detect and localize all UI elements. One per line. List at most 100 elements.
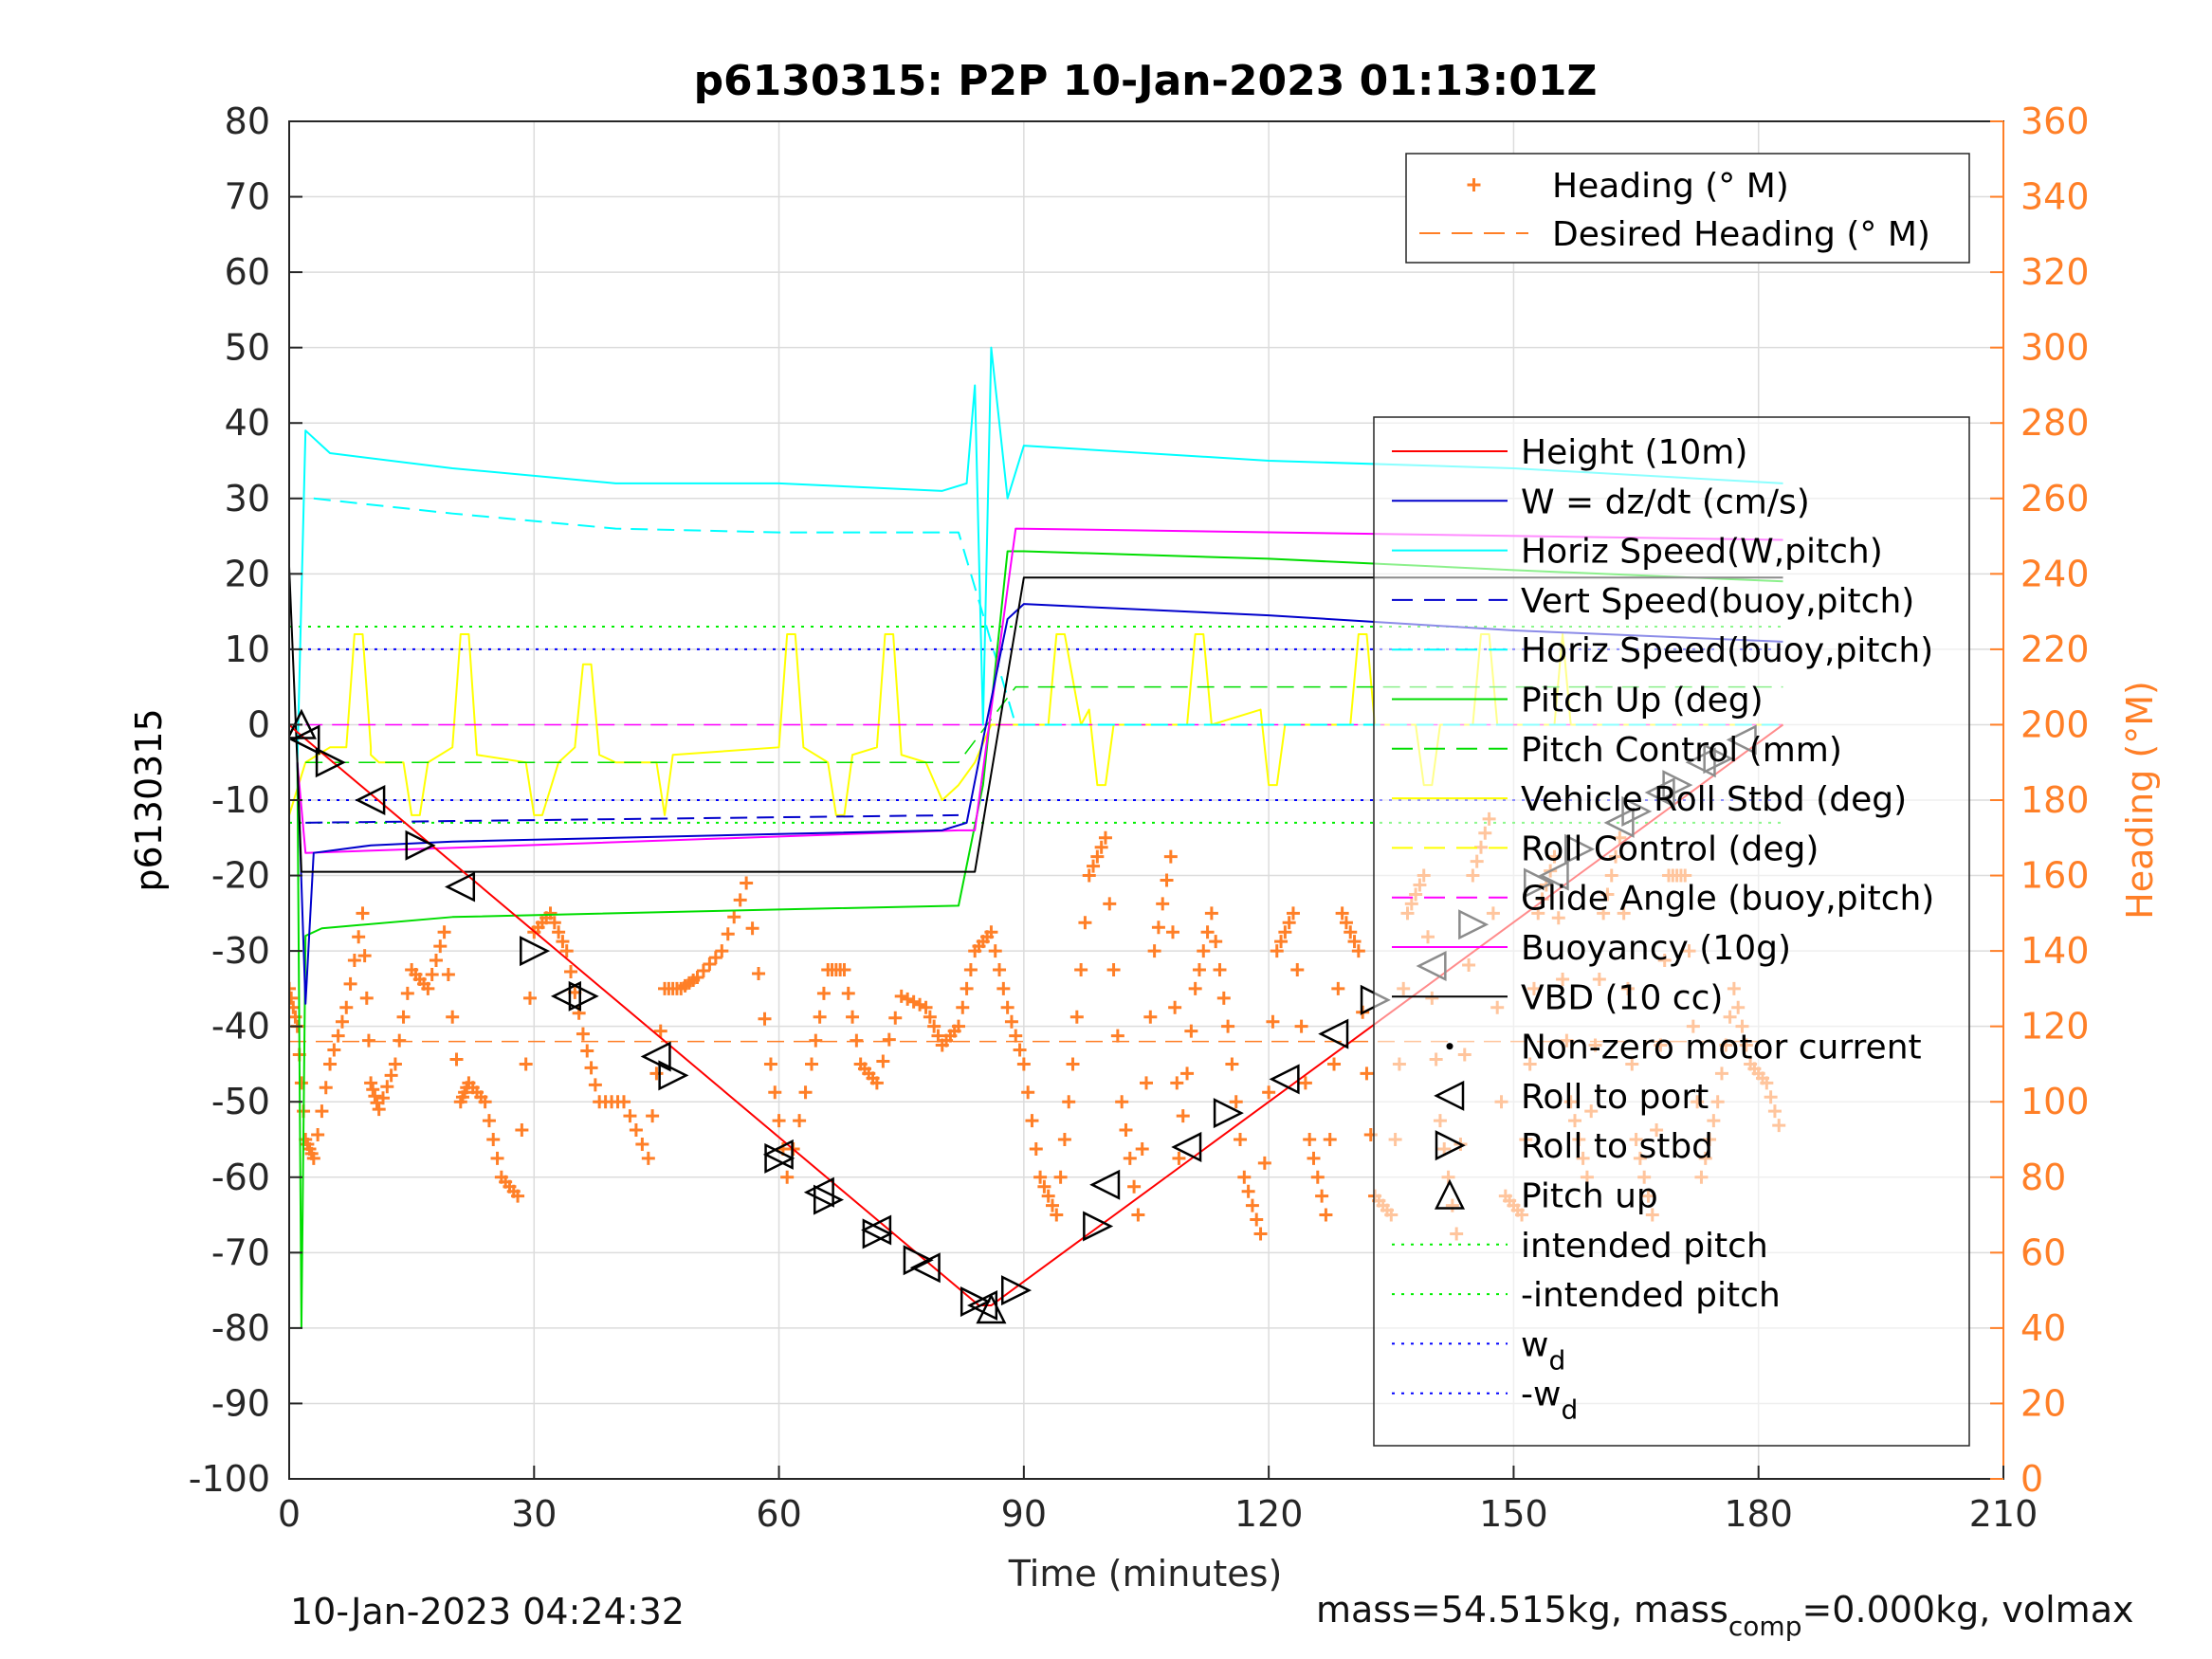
y-tick-label: -30 [211,930,270,972]
y-tick-label: 80 [225,100,270,142]
roll-to-port-marker [355,784,386,816]
y-axis-label: p6130315 [128,708,170,891]
roll-to-stbd-marker [315,747,346,778]
legend-plus-sample [1467,178,1481,191]
roll-to-port-marker [550,980,581,1012]
legend-heading: Heading (° M) Desired Heading (° M) [1405,153,1970,264]
y-tick-label: -40 [211,1006,270,1048]
footer-mass-suffix: =0.000kg, volmax [1801,1589,2134,1631]
legend-heading-box [1405,153,1970,264]
legend-label-subscript: d [1561,1395,1578,1426]
y-tick-label: 40 [225,402,270,444]
y-tick-label: -50 [211,1081,270,1122]
y-tick-label: 50 [225,327,270,369]
legend-label-text: Roll to port [1521,1078,1709,1117]
legend-label: Heading (° M) [1552,167,1789,206]
legend-label-text: Vert Speed(buoy,pitch) [1521,582,1914,621]
legend-dot-sample [1446,1043,1453,1050]
footer-mass: mass=54.515kg, masscomp=0.000kg, volmax [1316,1589,2133,1642]
x-tick-label: 120 [1234,1493,1304,1535]
legend-label-text: Roll to stbd [1521,1127,1713,1166]
legend-label-text: Pitch Up (deg) [1521,682,1764,720]
roll-to-port-marker [640,1041,671,1072]
legend-label-text: Height (10m) [1521,433,1747,472]
y-tick-label: -10 [211,779,270,821]
legend-label: Glide Angle (buoy,pitch) [1521,880,1934,919]
roll-to-port-marker [289,724,320,756]
roll-to-stbd-marker [960,1286,991,1318]
legend-label-text: intended pitch [1521,1227,1768,1266]
roll-to-stbd-marker [1083,1211,1114,1242]
pitch-up-marker [976,1293,1007,1324]
y2-tick-label: 220 [2020,629,2090,670]
roll-to-port-marker [445,871,476,902]
legend-label: Pitch Control (mm) [1521,731,1842,770]
legend-label-text: Heading (° M) [1552,167,1789,206]
y-tick-label: -70 [211,1231,270,1273]
legend-label-text: w [1521,1325,1548,1364]
legend-label-subscript: d [1548,1344,1565,1376]
y-tick-label: 70 [225,176,270,218]
legend-label-text: Vehicle Roll Stbd (deg) [1521,780,1907,819]
legend-label: Roll to stbd [1521,1127,1713,1166]
legend-label-text: VBD (10 cc) [1521,978,1723,1017]
legend-label: Buoyancy (10g) [1521,929,1791,968]
legend-label-text: Glide Angle (buoy,pitch) [1521,880,1934,919]
footer-mass-sub: comp [1728,1611,1802,1642]
y-tick-label: 0 [247,703,270,745]
y2-ticks: 3603403203002802602402202001801601401201… [1990,100,2090,1500]
legend-main-box [1373,416,1970,1447]
y-tick-label: -90 [211,1382,270,1424]
vert-speed-buoy-line [305,813,959,824]
y2-axis-label: Heading (°M) [2119,681,2161,920]
roll-to-stbd-marker [862,1218,893,1249]
legend-label: Roll to port [1521,1078,1709,1117]
roll-to-stbd-marker [1001,1275,1033,1306]
roll-to-port-marker [1269,1064,1300,1095]
roll-to-stbd-marker [813,1184,845,1215]
chart-title: p6130315: P2P 10-Jan-2023 01:13:01Z [694,57,1598,105]
x-tick-label: 150 [1479,1493,1548,1535]
vbd-line [289,566,1783,873]
x-tick-label: 180 [1724,1493,1793,1535]
legend-label: -intended pitch [1521,1276,1781,1315]
roll-to-stbd-marker [405,830,436,861]
y2-tick-label: 140 [2020,930,2090,972]
x-tick-label: 0 [278,1493,301,1535]
legend-label-text: Roll Control (deg) [1521,830,1819,868]
y2-tick-label: 160 [2020,855,2090,897]
legend-triangle-sample [1434,1178,1466,1210]
roll-to-stbd-marker [764,1142,795,1174]
legend-label-text: W = dz/dt (cm/s) [1521,483,1810,521]
y2-tick-label: 240 [2020,553,2090,594]
roll-to-port-marker [909,1252,941,1284]
legend-label-text: -w [1521,1376,1561,1414]
y-tick-label: -80 [211,1307,270,1349]
legend-triangle-sample [1435,1130,1466,1161]
y-tick-label: -60 [211,1157,270,1198]
y-ticks: 80 70 60 50 40 30 20 10 0 -10 -20 -30 -40 -50 -60 -70 -8… [189,100,302,1500]
y-tick-label: 10 [225,629,270,670]
w-line [296,603,1783,1005]
legend-label: Height (10m) [1521,433,1747,472]
y-tick-label: 30 [225,478,270,520]
legend-label: intended pitch [1521,1227,1768,1266]
legend-label: -wd [1521,1376,1578,1426]
x-axis-label: Time (minutes) [1008,1553,1283,1595]
roll-to-port-marker [1171,1131,1202,1162]
x-tick-label: 60 [756,1493,801,1535]
y2-tick-label: 0 [2020,1458,2043,1500]
footer-timestamp: 10-Jan-2023 04:24:32 [290,1591,685,1632]
y2-tick-label: 120 [2020,1006,2090,1048]
legend-label-text: Buoyancy (10g) [1521,929,1791,968]
legend-label: Desired Heading (° M) [1552,215,1930,254]
legend-label-text: -intended pitch [1521,1276,1781,1315]
legend-label: Vehicle Roll Stbd (deg) [1521,780,1907,819]
legend-label-text: Non-zero motor current [1521,1029,1922,1067]
y2-tick-label: 340 [2020,176,2090,218]
y-tick-label: -20 [211,855,270,897]
horiz-speed-w-line [296,346,1783,763]
legend-label: Non-zero motor current [1521,1029,1922,1067]
buoyancy-line [296,527,1783,854]
